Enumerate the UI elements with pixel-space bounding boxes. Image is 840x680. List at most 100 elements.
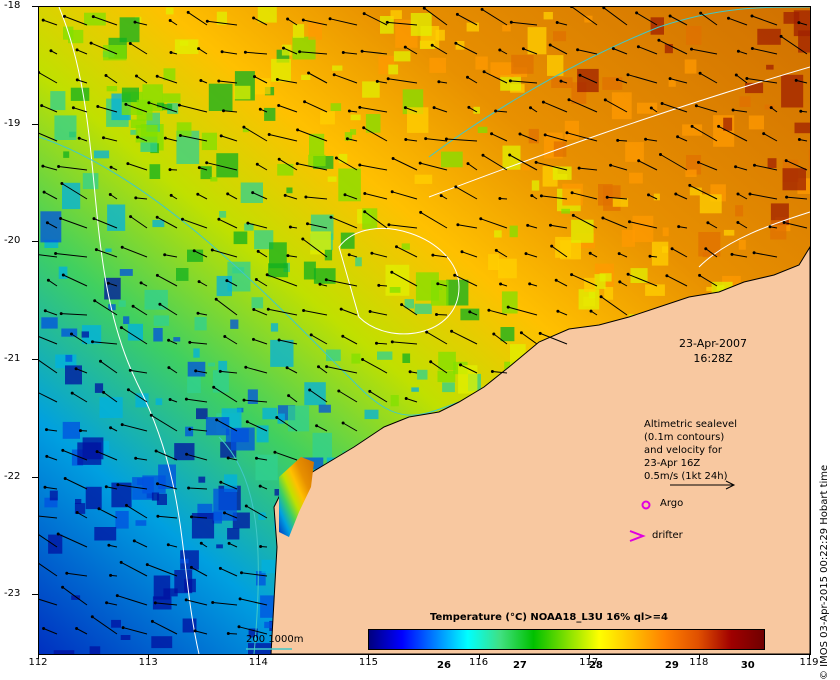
current-arrow [368,310,388,316]
current-arrow [570,191,598,200]
temperature-pixel [699,194,722,214]
temperature-pixel [152,219,165,228]
lon-tick-label: 118 [689,657,709,668]
current-arrow [105,601,118,606]
temperature-pixel [330,103,342,111]
current-arrow [784,159,808,171]
current-arrow [252,337,268,345]
current-arrow [211,601,238,606]
current-arrow [57,165,88,171]
temperature-pixel [184,578,196,593]
current-arrow [39,515,58,519]
temperature-pixel [441,151,463,168]
current-arrow [362,12,388,26]
alt-note-line: (0.1m contours) [644,432,725,443]
current-arrow [363,210,388,229]
temperature-pixel [414,303,432,314]
temperature-pixel [621,230,635,247]
current-arrow [116,483,148,490]
current-arrow [70,332,88,345]
current-arrow [267,133,298,142]
temperature-pixel [350,129,357,135]
current-arrow [341,334,358,345]
current-arrow [168,398,178,403]
current-arrow [480,7,508,26]
current-arrow [39,562,58,577]
drifter-marker-icon [629,530,646,542]
current-arrow [242,125,268,142]
temperature-pixel [248,628,258,638]
current-arrow [466,162,478,171]
current-arrow [694,104,718,113]
current-arrow [39,132,58,142]
current-arrow [450,329,478,345]
temperature-pixel [543,12,553,20]
current-arrow [126,388,148,403]
temperature-pixel [201,132,217,151]
current-arrow [65,571,88,577]
current-arrow [499,282,508,287]
temperature-pixel [292,24,305,38]
temperature-pixel [82,173,99,190]
lat-tick-mark [32,358,38,360]
temperature-pixel [281,44,292,56]
temperature-pixel [389,287,401,293]
current-arrow [150,619,178,635]
current-arrow [155,273,178,287]
temperature-pixel [216,544,223,549]
temperature-pixel [770,220,787,240]
current-arrow [61,448,88,461]
current-arrow [187,486,208,490]
current-arrow [589,309,598,316]
temperature-pixel [723,229,735,236]
sst-map[interactable] [38,6,811,655]
current-arrow [226,456,238,461]
current-arrow [403,45,418,55]
temperature-pixel [136,99,153,121]
current-arrow [647,193,658,200]
temperature-pixel [74,503,86,514]
temperature-pixel [218,360,228,373]
current-arrow [91,340,118,345]
current-arrow [785,195,808,200]
current-arrow [277,338,298,345]
temperature-pixel [151,636,173,649]
lat-tick-mark [32,476,38,478]
current-arrow [424,137,448,142]
temperature-pixel [247,389,258,404]
current-arrow [197,166,208,171]
current-arrow [494,109,508,113]
current-arrow [435,313,448,316]
temperature-pixel [270,323,279,332]
temperature-pixel [435,29,445,41]
current-arrow [455,12,478,26]
temperature-pixel [121,87,139,103]
temperature-pixel [308,154,326,167]
temperature-pixel [553,141,567,157]
current-arrow [425,330,448,345]
current-arrow [226,632,238,635]
temperature-pixel [500,75,521,91]
current-arrow [244,365,268,374]
current-arrow [782,221,808,229]
temperature-pixel [611,92,632,120]
current-arrow [70,391,88,403]
temperature-pixel [227,528,240,540]
temperature-pixel [446,279,469,306]
current-arrow [571,213,598,229]
temperature-pixel [745,82,764,94]
current-arrow [603,98,628,113]
current-arrow [565,131,598,142]
current-arrow [39,392,58,403]
temperature-pixel [185,426,194,437]
current-arrow [648,254,658,258]
current-arrow [506,305,538,316]
current-arrow [295,162,328,171]
current-arrow [459,363,478,374]
current-arrow [456,223,478,229]
current-arrow [599,295,628,316]
lon-tick-mark [588,654,590,659]
current-arrow [93,299,118,316]
current-arrow [222,109,238,113]
current-arrow [119,560,148,577]
